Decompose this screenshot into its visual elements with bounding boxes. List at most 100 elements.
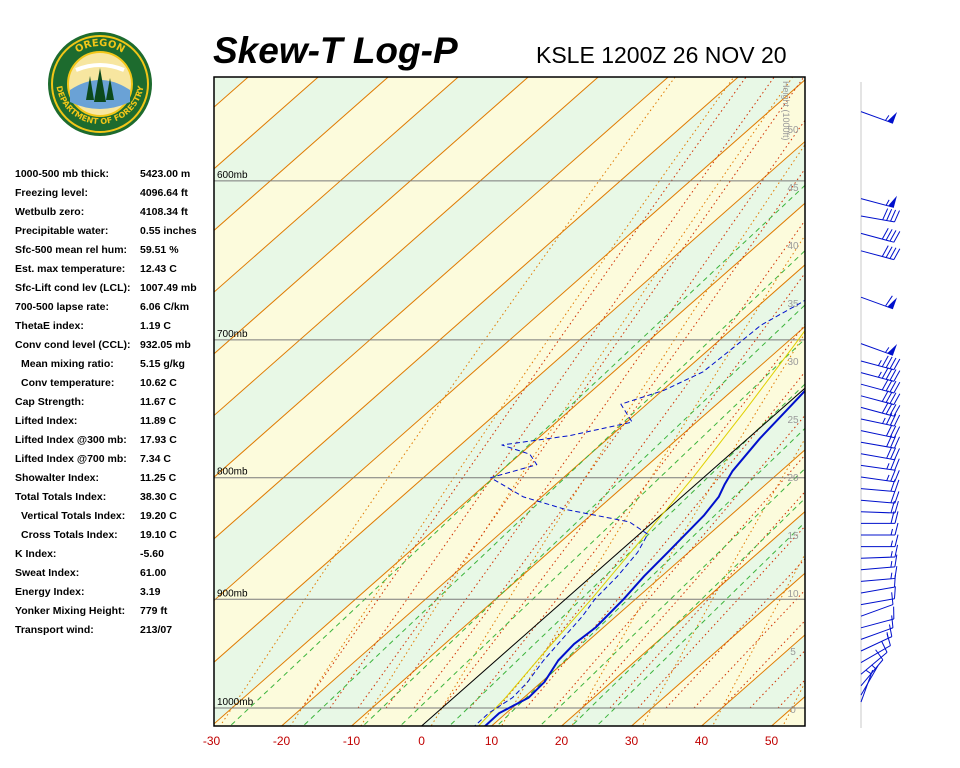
dewpoint-trace-line: [473, 299, 805, 726]
wind-barb: [860, 446, 900, 461]
wind-barb-flag: [894, 544, 899, 558]
index-label: Energy Index:: [15, 586, 85, 598]
moist-adiabat-lines: [301, 77, 805, 709]
wind-barb-flag: [890, 447, 897, 460]
height-tick-label: 40: [787, 241, 799, 252]
wind-barb-flag: [890, 209, 897, 222]
index-row: Sfc-Lift cond lev (LCL): 1007.49 mb: [15, 282, 215, 301]
wind-barb-flag: [886, 209, 893, 221]
pressure-labels: 1000mb900mb800mb700mb600mb500mb400mb300m…: [217, 170, 254, 708]
index-row: ThetaE index: 1.19 C: [15, 320, 215, 339]
isotherm-line: [214, 77, 459, 293]
index-row: Conv temperature: 10.62 C: [15, 377, 215, 396]
index-row: Cross Totals Index: 19.10 C: [15, 529, 215, 548]
wind-barb: [860, 367, 901, 382]
wind-barb-half-flag: [885, 347, 890, 353]
temperature-tick-label: 40: [695, 734, 709, 748]
wind-barb-staff: [860, 232, 894, 243]
index-label: Conv temperature:: [21, 377, 115, 389]
moist-adiabat: [329, 77, 775, 709]
wind-barb-staff: [860, 250, 894, 261]
isotherm-band: [214, 79, 805, 663]
isotherm-line: [214, 140, 805, 663]
wind-barb-staff: [860, 499, 895, 504]
wind-barb-flag: [885, 368, 893, 380]
wind-barb-staff: [860, 296, 894, 310]
moist-adiabat: [553, 414, 805, 709]
wind-barb: [861, 534, 899, 548]
wind-barb-flag: [881, 367, 889, 379]
index-value: 11.67 C: [140, 396, 177, 408]
index-value: 5.15 g/kg: [140, 358, 185, 370]
index-row: 1000-500 mb thick: 5423.00 m: [15, 168, 215, 187]
mixing-ratio-line: [448, 383, 805, 726]
isotherm-line: [214, 202, 805, 725]
index-label: 700-500 lapse rate:: [15, 301, 109, 313]
index-label: Sfc-Lift cond lev (LCL):: [15, 282, 131, 294]
wind-barb-flag: [894, 511, 899, 524]
isotherm-band: [214, 141, 805, 724]
freezing-isotherm: [421, 387, 805, 726]
wind-barb-half-flag: [890, 572, 893, 579]
index-label: K Index:: [15, 548, 57, 560]
pressure-label: 900mb: [217, 588, 248, 599]
height-axis-title: Height (1000ft): [781, 81, 791, 141]
index-label: Yonker Mixing Height:: [15, 605, 126, 617]
index-value: 1.19 C: [140, 320, 171, 332]
index-value: 6.06 C/km: [140, 301, 190, 313]
index-value: -5.60: [140, 548, 164, 560]
wind-barb-flag: [894, 500, 899, 514]
wind-barb-half-flag: [886, 463, 890, 470]
wind-barb-flag: [882, 208, 889, 221]
wind-barb: [860, 208, 900, 223]
wind-barb-staff: [860, 488, 895, 493]
index-row: K Index: -5.60: [15, 548, 215, 567]
index-row: Wetbulb zero: 4108.34 ft: [15, 206, 215, 225]
wind-barb-flag: [893, 393, 901, 405]
wind-barb-pennant: [887, 343, 898, 356]
wind-barb-staff: [860, 604, 894, 617]
wind-barb-staff: [860, 645, 891, 664]
wind-barb: [860, 574, 896, 594]
wind-barb-flag: [881, 228, 889, 240]
wind-barb-flag: [881, 378, 889, 391]
index-label: Lifted Index @300 mb:: [15, 434, 127, 446]
wind-barb-flag: [891, 592, 894, 605]
index-label: Wetbulb zero:: [15, 206, 85, 218]
wind-barb: [860, 228, 901, 243]
wind-barb-half-flag: [877, 371, 882, 378]
index-label: Total Totals Index:: [15, 491, 107, 503]
index-row: Lifted Index: 11.89 C: [15, 415, 215, 434]
height-tick-label: 20: [787, 473, 799, 484]
wind-barb-staff: [860, 215, 895, 223]
wind-barb-flag: [893, 414, 901, 427]
wind-barb-flag: [881, 390, 889, 402]
chart-title: Skew-T Log-P: [213, 30, 458, 71]
wind-barb-staff: [860, 418, 895, 427]
wind-barb: [860, 378, 901, 394]
wind-barb-half-flag: [886, 474, 890, 481]
wind-barb: [860, 413, 901, 427]
isotherm-line: [214, 77, 529, 355]
index-label: Showalter Index:: [15, 472, 100, 484]
index-row: Total Totals Index: 38.30 C: [15, 491, 215, 510]
wind-barb-flag: [885, 424, 893, 437]
wind-barb-flag: [885, 295, 893, 307]
wind-barb-staff: [860, 556, 895, 559]
index-row: Freezing level: 4096.64 ft: [15, 187, 215, 206]
stability-indices-panel: 1000-500 mb thick: 5423.00 m Freezing leve…: [15, 168, 215, 643]
index-label: Sweat Index:: [15, 567, 80, 579]
wind-barb-half-flag: [882, 417, 886, 424]
wind-barb-flag: [894, 534, 899, 547]
wind-barb: [860, 554, 898, 571]
isotherm-line: [491, 449, 805, 726]
oregon-department-of-forestry-logo: OREGON DEPARTMENT OF FORESTRY: [46, 30, 154, 138]
wind-barb-flag: [889, 357, 897, 370]
index-value: 3.19: [140, 586, 161, 598]
index-value: 779 ft: [140, 605, 168, 617]
wind-barb-flag: [894, 458, 900, 471]
mixing-ratio-line: [302, 250, 805, 726]
isotherm-line: [631, 572, 805, 726]
index-value: 59.51 %: [140, 244, 179, 256]
